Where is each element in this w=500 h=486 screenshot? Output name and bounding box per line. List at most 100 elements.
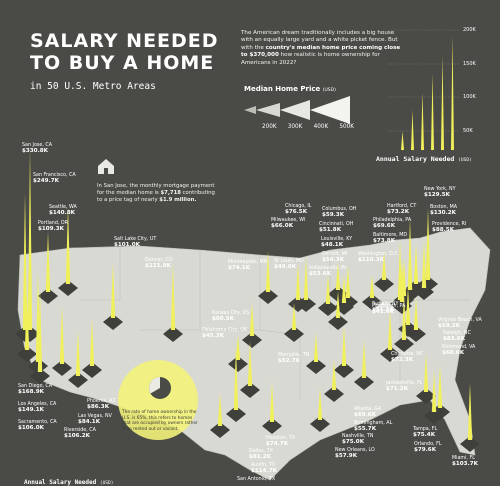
city-label: Riverside, CA $106.2K bbox=[64, 428, 96, 439]
city-salary: $55.7K bbox=[354, 425, 377, 432]
city-label: San Francisco, CA $249.7K bbox=[33, 173, 76, 184]
salary-spike bbox=[247, 341, 253, 386]
city-label: San Jose, CA $330.8K bbox=[22, 143, 52, 154]
salary-spike bbox=[59, 305, 65, 364]
city-label: Milwaukee, WI $66.0K bbox=[271, 218, 305, 229]
city-salary: $121.9K bbox=[145, 262, 171, 269]
home-price-tile bbox=[362, 294, 382, 310]
city-name: Atlanta, GA bbox=[354, 407, 382, 412]
home-price-tile bbox=[306, 358, 326, 374]
city-name: San Diego, CA bbox=[18, 384, 53, 389]
salary-spike bbox=[425, 208, 431, 280]
ownership-note: The rate of home ownership in the U.S. i… bbox=[122, 410, 198, 432]
city-name: Jacksonville, FL bbox=[386, 381, 423, 386]
city-name: Indianapolis, IN bbox=[309, 266, 346, 271]
city-label: Birmingham, AL $55.7K bbox=[354, 421, 392, 432]
city-salary: $140.8K bbox=[49, 209, 75, 216]
home-price-tile bbox=[82, 362, 102, 378]
city-name: Louisville, KY bbox=[321, 237, 353, 242]
city-name: San Francisco, CA bbox=[33, 173, 76, 178]
city-name: Miami, FL bbox=[452, 456, 475, 461]
city-label: Phoenix, AZ $86.3K bbox=[87, 399, 116, 410]
salary-spike bbox=[331, 359, 337, 390]
city-name: Kansas City, KS bbox=[212, 311, 250, 316]
legend-title: Median Home Price (USD) bbox=[244, 85, 336, 93]
city-name: Denver, CO bbox=[145, 258, 173, 263]
city-salary: $74.7K bbox=[266, 440, 289, 447]
home-price-tile bbox=[380, 346, 400, 362]
city-salary: $50.3K bbox=[322, 256, 345, 263]
home-price-tile bbox=[58, 280, 78, 296]
city-label: Virginia Beach, VA $59.2K bbox=[438, 318, 482, 329]
city-salary: $130.2K bbox=[430, 209, 456, 216]
city-salary: $71.2K bbox=[386, 385, 409, 392]
city-salary: $41.6K bbox=[372, 308, 395, 315]
city-label: Denver, CO $121.9K bbox=[145, 258, 173, 269]
city-name: Tampa, FL bbox=[413, 427, 438, 432]
city-label: Cincinnati, OH $51.8K bbox=[319, 222, 353, 233]
salary-spike bbox=[341, 274, 347, 303]
city-salary: $101.0K bbox=[114, 241, 140, 248]
home-price-tile bbox=[328, 314, 348, 330]
home-price-tile bbox=[262, 418, 282, 434]
salary-spike bbox=[431, 370, 437, 412]
city-label: Atlanta, GA $69.6K bbox=[354, 407, 381, 418]
salary-spike bbox=[217, 393, 223, 426]
city-salary: $73.2K bbox=[387, 208, 410, 215]
home-price-tile bbox=[30, 368, 50, 384]
city-label: Minneapolis, MN $74.1K bbox=[228, 260, 267, 271]
home-price-tile bbox=[354, 374, 374, 390]
city-label: New Orleans, LO $57.9K bbox=[335, 448, 375, 459]
home-price-tile bbox=[242, 332, 262, 348]
home-price-tile bbox=[210, 422, 230, 438]
city-label: San Diego, CA $168.9K bbox=[18, 384, 52, 395]
salary-spike bbox=[265, 251, 271, 292]
city-name: Milwaukee, WI bbox=[271, 218, 306, 223]
city-name: Memphis, TN bbox=[278, 353, 310, 358]
city-salary: $59.3K bbox=[322, 211, 345, 218]
salary-spike bbox=[381, 251, 387, 280]
city-label: Providence, RI $88.5K bbox=[432, 222, 466, 233]
city-salary: $52.7K bbox=[278, 357, 301, 364]
home-price-tile bbox=[38, 288, 58, 304]
axis-tick: 100K bbox=[463, 94, 476, 100]
salary-spike bbox=[24, 291, 30, 350]
city-name: Dallas, TX bbox=[249, 449, 274, 454]
city-salary: $57.9K bbox=[335, 452, 358, 459]
city-salary: $106.0K bbox=[18, 424, 44, 431]
city-salary: $109.3K bbox=[38, 225, 64, 232]
bottom-axis-title: Annual Salary Needed (USD) bbox=[24, 479, 114, 486]
salary-spike bbox=[361, 339, 367, 378]
salary-spike bbox=[313, 333, 319, 362]
city-name: Washington, D.C. bbox=[358, 252, 400, 257]
city-salary: $103.7K bbox=[452, 460, 478, 467]
city-salary: $48.1K bbox=[321, 241, 344, 248]
city-label: Salt Lake City, UT $101.0K bbox=[114, 237, 156, 248]
city-salary: $75.0K bbox=[342, 438, 365, 445]
axis-title: Annual Salary Needed (USD) bbox=[376, 155, 472, 163]
city-salary: $81.2K bbox=[249, 453, 272, 460]
city-salary: $60.5K bbox=[212, 315, 235, 322]
salary-spike bbox=[75, 329, 81, 376]
city-name: Portland, OR bbox=[38, 221, 69, 226]
city-name: Oklahoma City, OK bbox=[202, 328, 248, 333]
legend-labels: 200K 300K 400K 500K bbox=[262, 124, 354, 130]
page-subtitle: in 50 U.S. Metro Areas bbox=[30, 81, 156, 92]
city-name: Detroit, MI bbox=[322, 252, 348, 257]
city-name: Salt Lake City, UT bbox=[114, 237, 157, 242]
city-name: Buffalo, NY bbox=[372, 302, 399, 307]
city-label: Miami, FL $103.7K bbox=[452, 456, 478, 467]
city-label: Nashville, TN $75.0K bbox=[342, 434, 373, 445]
salary-spike bbox=[405, 287, 411, 325]
home-price-tile bbox=[460, 436, 480, 452]
axis-tick: 150K bbox=[463, 61, 476, 67]
city-name: Houston, TX bbox=[266, 436, 296, 441]
city-label: Dallas, TX $81.2K bbox=[249, 449, 273, 460]
city-salary: $53.6K bbox=[309, 270, 332, 277]
city-label: Kansas City, KS $60.5K bbox=[212, 311, 249, 322]
city-name: Seattle, WA bbox=[49, 205, 77, 210]
city-name: Minneapolis, MN bbox=[228, 260, 268, 265]
home-price-tile bbox=[334, 362, 354, 378]
salary-spike bbox=[110, 262, 116, 318]
